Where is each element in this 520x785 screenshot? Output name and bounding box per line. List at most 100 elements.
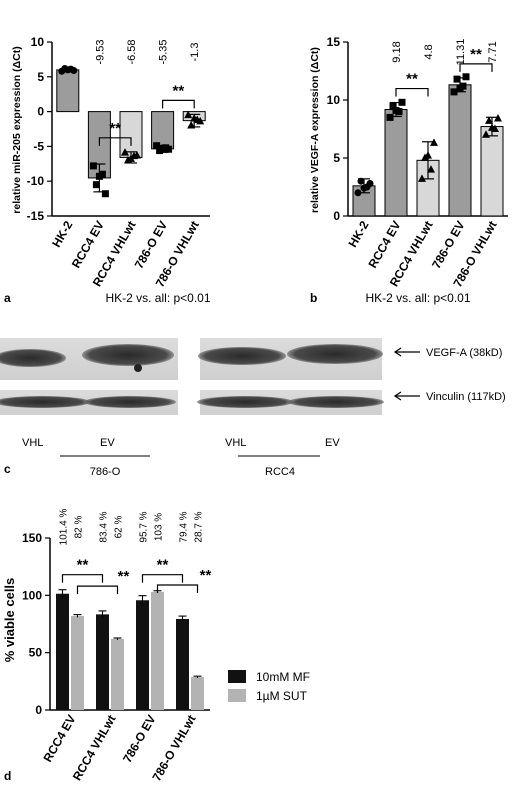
- y-tick-label: -5: [33, 139, 44, 153]
- value-label: 103 %: [154, 513, 165, 541]
- legend-swatch-mf: [228, 670, 246, 683]
- data-point: [386, 113, 394, 121]
- chart-panel-b: relative VEGF-A expression (ΔCt) 15 10 5 0H…: [309, 35, 508, 290]
- data-point: [196, 116, 205, 125]
- bar: [96, 614, 109, 710]
- value-label: 82 %: [74, 515, 85, 538]
- y-tick-label: 0: [333, 209, 340, 223]
- blot-band: [198, 347, 286, 365]
- legend: 10mM MF 1µM SUT: [228, 670, 310, 703]
- significance-stars: **: [157, 557, 169, 574]
- data-point: [133, 150, 141, 159]
- value-label: -5.35: [158, 39, 170, 64]
- blot-band: [0, 396, 90, 408]
- panel-label-d: d: [4, 769, 11, 783]
- data-point: [398, 98, 406, 106]
- data-point: [418, 174, 426, 182]
- data-point: [392, 106, 400, 114]
- data-point: [357, 177, 365, 185]
- blot-band: [82, 344, 174, 366]
- data-point: [354, 189, 362, 197]
- value-label: 62 %: [114, 515, 125, 538]
- y-axis-label-a: relative miR-205 expression (ΔCt): [11, 46, 23, 213]
- y-axis-label-b: relative VEGF-A expression (ΔCt): [309, 47, 321, 213]
- data-point: [190, 114, 199, 122]
- significance-bracket: [395, 87, 429, 97]
- y-tick-label: -15: [27, 209, 45, 223]
- data-point: [64, 66, 72, 74]
- data-point: [494, 114, 502, 122]
- significance-stars: **: [118, 568, 130, 585]
- y-tick-label: 5: [333, 151, 340, 165]
- group-label-786o: 786-O: [90, 466, 121, 478]
- bar: [176, 618, 189, 710]
- data-point: [424, 151, 432, 159]
- value-label: 7.71: [487, 41, 499, 62]
- significance-bracket: [156, 584, 199, 594]
- caption-b: HK-2 vs. all: p<0.01: [365, 291, 470, 305]
- y-tick-label: 10: [31, 35, 45, 49]
- svg-text:relative miR-205 expression (Δ: relative miR-205 expression (ΔCt): [11, 46, 23, 213]
- value-label: 79.4 %: [179, 511, 190, 542]
- x-tick-label: RCC4 VHLwt: [70, 713, 119, 784]
- value-label: 28.7 %: [194, 511, 205, 542]
- data-point: [366, 180, 374, 188]
- bar: [151, 591, 164, 710]
- x-tick-label: RCC4 EV: [40, 713, 78, 765]
- x-tick-label: HK-2: [49, 218, 75, 250]
- bar: [191, 677, 204, 710]
- panel-label-a: a: [4, 291, 11, 305]
- y-tick-label: 10: [327, 93, 341, 107]
- data-point: [187, 121, 196, 129]
- blot-band: [0, 349, 66, 367]
- data-point: [430, 138, 438, 146]
- value-label: 95.7 %: [139, 511, 150, 542]
- significance-stars: **: [77, 557, 89, 574]
- band-label-vinculin: Vinculin (117kD): [426, 391, 506, 403]
- caption-a: HK-2 vs. all: p<0.01: [105, 291, 210, 305]
- data-point: [121, 148, 129, 156]
- x-tick-label: 786-O EV: [120, 713, 158, 766]
- data-point: [101, 190, 109, 198]
- value-label: 11.31: [455, 39, 467, 66]
- value-label: 4.8: [423, 44, 435, 59]
- group-label-rcc4: RCC4: [265, 466, 295, 478]
- bar: [56, 69, 80, 113]
- bar: [448, 84, 472, 217]
- data-point: [427, 165, 435, 173]
- bar: [136, 600, 149, 710]
- data-point: [127, 154, 135, 162]
- bar: [56, 593, 69, 710]
- lane-label: EV: [100, 437, 115, 449]
- lane-label: VHL: [225, 437, 246, 449]
- lane-label: EV: [325, 437, 340, 449]
- value-label: 83.4 %: [99, 511, 110, 542]
- blot-band: [288, 396, 384, 408]
- value-label: -1.3: [189, 43, 201, 62]
- blot-spot: [134, 364, 142, 372]
- bar: [111, 638, 124, 710]
- value-label: -9.53: [94, 39, 106, 64]
- data-point: [485, 116, 493, 124]
- blot-band: [84, 396, 176, 408]
- data-point: [184, 110, 193, 119]
- data-point: [389, 102, 397, 110]
- significance-stars: **: [470, 46, 482, 63]
- y-tick-label: 15: [327, 35, 341, 49]
- data-point: [488, 123, 496, 131]
- data-point: [92, 181, 100, 189]
- panel-label-b: b: [310, 291, 317, 305]
- chart-panel-d: % viable cells 150 100 50 0 101.4 % 82 % RCC4 …: [2, 509, 310, 784]
- value-label: 9.18: [391, 41, 403, 62]
- significance-stars: **: [406, 71, 418, 88]
- data-point: [165, 145, 173, 153]
- panel-label-c: c: [4, 462, 11, 476]
- y-tick-label: 0: [35, 703, 42, 717]
- y-axis-label-d: % viable cells: [2, 578, 17, 663]
- data-point: [70, 67, 78, 75]
- significance-stars: **: [173, 82, 185, 99]
- significance-stars: **: [200, 567, 212, 584]
- data-point: [89, 162, 97, 170]
- y-tick-label: 150: [22, 531, 42, 545]
- bar: [384, 109, 408, 217]
